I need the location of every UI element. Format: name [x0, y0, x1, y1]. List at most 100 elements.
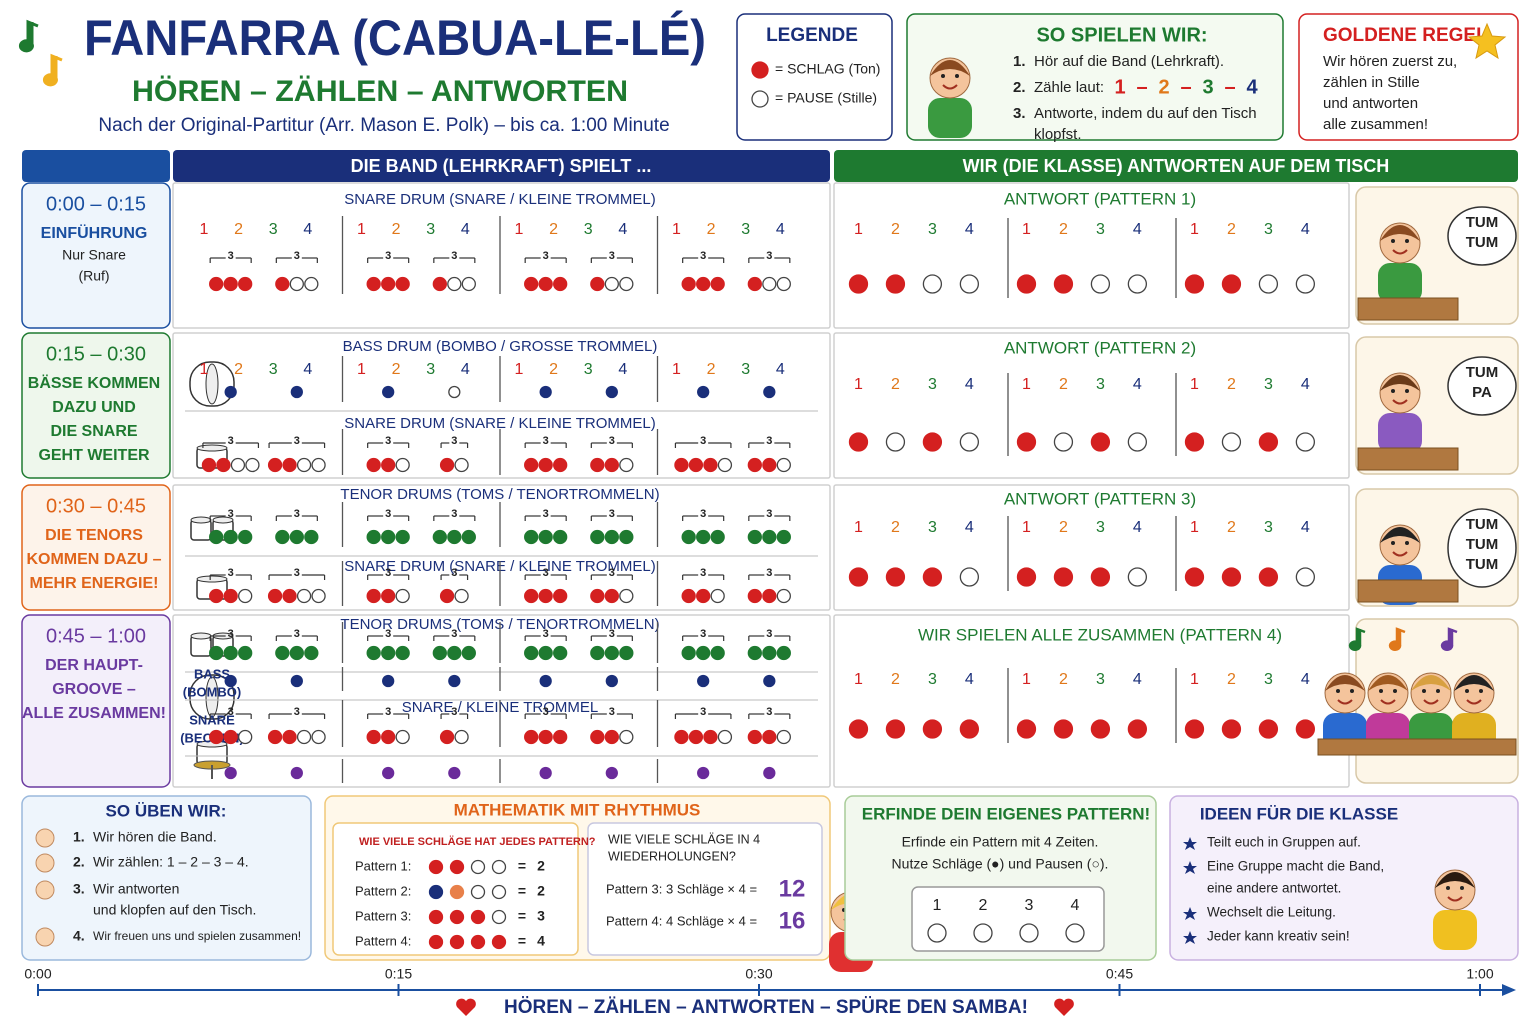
beat-dot: [553, 645, 568, 661]
beat-dot: [1053, 719, 1074, 739]
beat-dot: [922, 567, 943, 587]
beat-dot: [238, 529, 253, 545]
beat-dot: [1090, 567, 1111, 587]
beat-dot: [590, 729, 605, 745]
panel: [736, 13, 893, 141]
label: Nur Snare: [62, 247, 126, 263]
beat-dot: [762, 588, 777, 604]
label: Erfinde ein Pattern mit 4 Zeiten.: [902, 834, 1099, 850]
kid-eye: [955, 74, 959, 78]
beat-dot: [1184, 567, 1205, 587]
count: 4: [965, 671, 974, 688]
beat-dot: [619, 588, 634, 604]
drum-icon-top: [205, 363, 219, 405]
beat-dot: [776, 588, 791, 604]
beat-dot: [290, 674, 303, 688]
triplet-label: 3: [228, 706, 234, 718]
count: 1: [854, 671, 863, 688]
beat-dot: [1053, 274, 1074, 294]
table: [1317, 738, 1517, 756]
beat-dot: [267, 457, 283, 473]
count: 1: [357, 221, 366, 238]
result: 2: [537, 858, 545, 874]
tick-label: 0:00: [24, 966, 51, 982]
label: Pattern 2:: [355, 883, 411, 898]
beat-dot: [1053, 432, 1074, 452]
beat-dot: [449, 859, 465, 875]
beat-dot: [304, 645, 319, 661]
panel: [172, 332, 831, 479]
triplet-label: 3: [294, 508, 300, 520]
count: 3: [1264, 221, 1273, 238]
panel: [21, 795, 312, 961]
beat-dot: [619, 276, 634, 292]
beat-dot: [604, 529, 619, 545]
header-bar: [22, 150, 170, 182]
kid-eye: [1350, 689, 1354, 693]
count: 1: [199, 221, 208, 238]
beat-dot: [681, 276, 696, 292]
beat-dot: [1090, 719, 1111, 739]
instrument-name: SNARE DRUM (SNARE / KLEINE TROMMEL): [344, 191, 655, 208]
triplet-label: 3: [228, 508, 234, 520]
triplet-label: 3: [294, 628, 300, 640]
beat-dot: [223, 529, 238, 545]
kid-smile: [1392, 399, 1408, 405]
beat-dot: [366, 645, 381, 661]
triplet-label: 3: [228, 628, 234, 640]
count: 2: [1227, 221, 1236, 238]
kid-smile: [1392, 249, 1408, 255]
panel: [172, 614, 831, 788]
kid-eye: [1393, 689, 1397, 693]
beat-dot: [209, 276, 224, 292]
beat-dot: [524, 588, 539, 604]
beat-dot: [1221, 432, 1242, 452]
beat-dot: [751, 90, 769, 108]
beat-dot: [275, 529, 290, 545]
count: 2: [1227, 671, 1236, 688]
label: GOLDENE REGEL: [1323, 25, 1488, 46]
label: 4.: [73, 928, 85, 944]
beat-dot: [604, 729, 619, 745]
star-bullet: [1183, 931, 1197, 944]
beat-dot: [238, 276, 253, 292]
beat-dot: [366, 529, 381, 545]
beat-dot: [304, 529, 319, 545]
table: [1357, 447, 1459, 471]
beat-dot: [776, 457, 791, 473]
beat-dot: [290, 385, 303, 399]
triplet-label: 3: [451, 706, 457, 718]
kid-eye: [1336, 689, 1340, 693]
beat-dot: [688, 729, 704, 745]
label: 1.: [1013, 53, 1026, 70]
beat-dot: [696, 645, 711, 661]
beat-dot: [311, 588, 326, 604]
beat-dot: [1053, 567, 1074, 587]
label: 2.: [1013, 79, 1026, 96]
beat-dot: [224, 385, 237, 399]
count: 1: [514, 361, 523, 378]
beat-dot: [448, 385, 461, 399]
triplet-label: 3: [451, 628, 457, 640]
beat-dot: [447, 529, 462, 545]
music-note: [1388, 627, 1406, 651]
count: 4: [1133, 221, 1142, 238]
kid-smile: [1392, 551, 1408, 557]
beat-dot: [747, 276, 762, 292]
triplet-label: 3: [228, 567, 234, 579]
beat-dot: [681, 588, 696, 604]
speech-bubble: [1447, 508, 1517, 588]
count: 2: [891, 519, 900, 536]
count: 2: [1227, 519, 1236, 536]
kid-eye: [941, 74, 945, 78]
count: 4: [461, 361, 470, 378]
instrument-name: BASS DRUM (BOMBO / GROSSE TROMMEL): [343, 338, 658, 355]
triplet-label: 3: [700, 250, 706, 262]
triplet-label: 3: [451, 250, 457, 262]
beat-dot: [267, 729, 283, 745]
beat-dot: [223, 729, 238, 745]
label: Pattern 1:: [355, 858, 411, 873]
kid-smile: [1423, 699, 1439, 705]
count: 4: [776, 361, 785, 378]
count: 3: [928, 221, 937, 238]
